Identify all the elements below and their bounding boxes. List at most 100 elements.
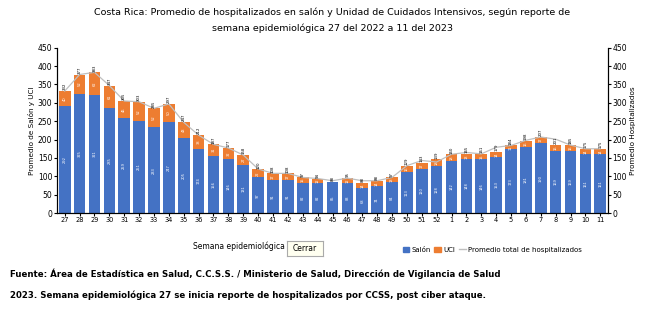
Bar xyxy=(475,159,487,213)
Bar xyxy=(401,166,413,171)
Promedio total de hospitalizados xyxy=(552,137,560,141)
Promedio total de hospitalizados xyxy=(180,121,188,124)
Bar xyxy=(223,148,234,159)
Text: 17: 17 xyxy=(420,163,424,168)
Promedio total de hospitalizados xyxy=(329,179,336,183)
Text: 190: 190 xyxy=(539,175,543,182)
Text: 120: 120 xyxy=(256,161,260,169)
Text: 97: 97 xyxy=(301,172,305,177)
Text: 68: 68 xyxy=(360,198,364,203)
Text: 17: 17 xyxy=(539,138,543,142)
Bar xyxy=(461,154,472,159)
Text: 88: 88 xyxy=(331,176,334,181)
Text: 15: 15 xyxy=(479,154,483,159)
Text: 129: 129 xyxy=(405,157,409,165)
Text: 285: 285 xyxy=(107,157,111,164)
Promedio total de hospitalizados xyxy=(150,107,158,110)
Promedio total de hospitalizados xyxy=(477,152,485,156)
Bar xyxy=(282,173,294,180)
Bar xyxy=(207,144,219,156)
Text: 88: 88 xyxy=(375,175,379,180)
Text: 108: 108 xyxy=(286,165,290,173)
Promedio total de hospitalizados xyxy=(492,145,500,149)
Text: 11: 11 xyxy=(509,145,513,150)
Bar xyxy=(356,183,368,188)
Bar xyxy=(104,108,115,213)
Text: 83: 83 xyxy=(345,196,349,200)
Bar xyxy=(297,177,309,183)
Text: 61: 61 xyxy=(107,95,111,99)
Text: 52: 52 xyxy=(78,82,82,86)
Bar xyxy=(267,173,279,180)
Text: 233: 233 xyxy=(152,167,156,174)
Text: 212: 212 xyxy=(197,127,201,135)
Bar xyxy=(163,122,175,213)
Line: Promedio total de hospitalizados: Promedio total de hospitalizados xyxy=(65,72,600,181)
Bar xyxy=(386,182,398,213)
Text: 175: 175 xyxy=(598,141,602,148)
Text: 153: 153 xyxy=(494,182,498,188)
Bar xyxy=(595,149,606,154)
Text: 82: 82 xyxy=(316,196,320,200)
Text: 91: 91 xyxy=(271,194,275,199)
Text: 297: 297 xyxy=(167,96,171,103)
Bar xyxy=(163,104,175,122)
Text: 15: 15 xyxy=(301,178,305,183)
Text: 247: 247 xyxy=(167,164,171,171)
Text: Cerrar: Cerrar xyxy=(293,244,317,253)
Text: 303: 303 xyxy=(137,93,141,101)
Text: 332: 332 xyxy=(63,83,66,90)
Text: 285: 285 xyxy=(152,100,156,107)
Bar xyxy=(88,95,100,213)
Text: 88: 88 xyxy=(360,177,364,182)
Text: 13: 13 xyxy=(390,177,394,182)
Bar xyxy=(505,149,517,213)
Promedio total de hospitalizados xyxy=(358,179,366,183)
Bar xyxy=(565,145,577,151)
Bar xyxy=(490,157,502,213)
Bar xyxy=(59,91,70,106)
Bar xyxy=(267,180,279,213)
Text: 12: 12 xyxy=(345,178,349,183)
Bar xyxy=(223,159,234,213)
Text: Costa Rica: Promedio de hospitalizados en salón y Unidad de Cuidados Intensivos,: Costa Rica: Promedio de hospitalizados e… xyxy=(94,8,571,17)
Text: 38: 38 xyxy=(197,140,201,144)
Text: 321: 321 xyxy=(92,151,96,157)
Promedio total de hospitalizados xyxy=(418,159,426,162)
Promedio total de hospitalizados xyxy=(254,167,262,171)
Text: 16: 16 xyxy=(405,166,409,171)
Text: 27: 27 xyxy=(241,158,245,162)
Bar xyxy=(550,145,561,151)
Bar xyxy=(327,182,338,213)
Promedio total de hospitalizados xyxy=(90,70,98,74)
Bar xyxy=(148,108,160,128)
Text: 205: 205 xyxy=(182,172,186,179)
Text: 82: 82 xyxy=(301,196,305,200)
Promedio total de hospitalizados xyxy=(269,171,277,175)
Text: 97: 97 xyxy=(390,172,394,177)
Text: 14: 14 xyxy=(598,149,602,154)
Bar xyxy=(118,118,130,213)
Text: 74: 74 xyxy=(375,197,379,202)
Text: 169: 169 xyxy=(554,179,558,185)
Text: 175: 175 xyxy=(583,141,587,148)
Promedio total de hospitalizados xyxy=(224,146,232,150)
Text: 14: 14 xyxy=(360,183,364,188)
Bar xyxy=(148,128,160,213)
Text: 12: 12 xyxy=(316,178,320,183)
Promedio total de hospitalizados xyxy=(239,153,247,157)
Bar xyxy=(297,183,309,213)
Text: 97: 97 xyxy=(256,193,260,197)
Text: 120: 120 xyxy=(420,188,424,194)
Promedio total de hospitalizados xyxy=(195,133,203,137)
Text: 185: 185 xyxy=(569,137,573,144)
Bar xyxy=(237,165,249,213)
Bar xyxy=(252,169,264,177)
Y-axis label: Promedio Hospitalizados: Promedio Hospitalizados xyxy=(630,86,636,175)
Text: 177: 177 xyxy=(226,139,230,147)
Text: 139: 139 xyxy=(435,151,439,159)
Text: 91: 91 xyxy=(286,194,290,199)
Text: 108: 108 xyxy=(271,165,275,173)
Text: 62: 62 xyxy=(92,81,96,86)
Text: 13: 13 xyxy=(464,154,468,159)
